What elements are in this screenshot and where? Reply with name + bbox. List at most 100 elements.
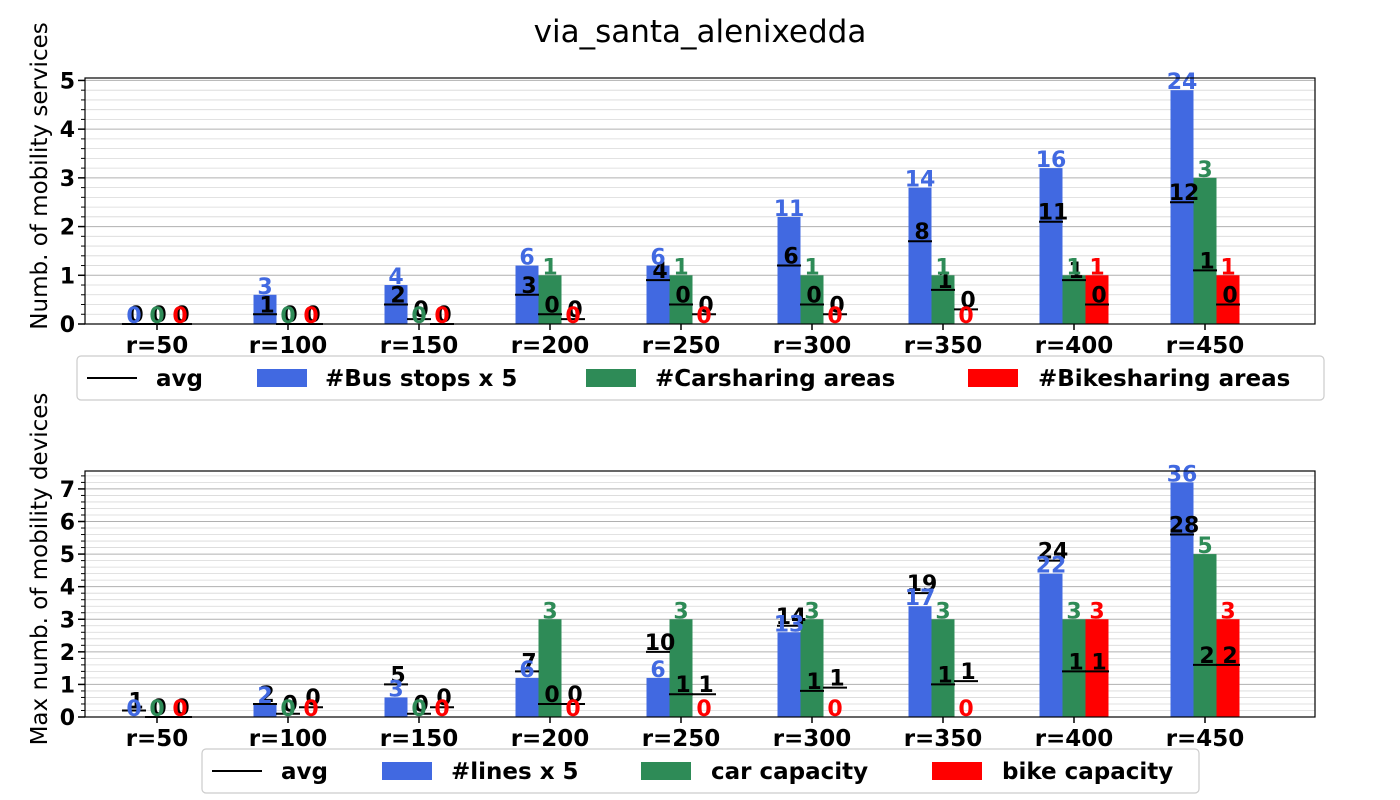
y-tick-label: 0 xyxy=(60,706,75,731)
x-tick-label: r=400 xyxy=(1035,726,1114,752)
avg-label: 24 xyxy=(1038,540,1069,565)
value-label: 3 xyxy=(388,677,403,702)
bar-green xyxy=(931,619,955,717)
bar-blue xyxy=(1170,482,1194,717)
value-label: 0 xyxy=(303,697,318,722)
value-label: 3 xyxy=(542,599,557,624)
bar-red xyxy=(1216,619,1240,717)
value-label: 1 xyxy=(1220,255,1235,280)
avg-label: 1 xyxy=(1068,259,1083,284)
value-label: 0 xyxy=(280,304,295,329)
bar-blue xyxy=(515,677,539,717)
legend-swatch xyxy=(382,762,432,780)
x-tick-label: r=250 xyxy=(642,333,721,359)
bar-green xyxy=(669,275,693,324)
y-axis-label: Numb. of mobility services xyxy=(27,22,53,329)
x-tick-label: r=300 xyxy=(773,333,852,359)
avg-label: 0 xyxy=(282,303,297,328)
y-axis-label: Max numb. of mobility devices xyxy=(27,393,53,746)
x-tick-label: r=150 xyxy=(380,726,459,752)
value-label: 4 xyxy=(388,265,403,290)
value-label: 6 xyxy=(650,658,665,683)
bar-red xyxy=(1085,275,1109,324)
y-tick-label: 3 xyxy=(60,167,75,192)
avg-label: 12 xyxy=(1169,181,1200,206)
value-label: 24 xyxy=(1167,70,1198,95)
avg-label: 6 xyxy=(783,245,798,270)
bar-blue xyxy=(908,606,932,717)
avg-label: 0 xyxy=(544,683,559,708)
bar-green xyxy=(1193,554,1217,717)
chart-title: via_santa_alenixedda xyxy=(534,14,867,50)
value-label: 3 xyxy=(257,275,272,300)
value-label: 0 xyxy=(411,697,426,722)
avg-label: 3 xyxy=(521,274,536,299)
y-tick-label: 2 xyxy=(60,216,75,241)
x-tick-label: r=50 xyxy=(126,726,189,752)
grid xyxy=(85,475,1315,711)
legend-label: #Bikesharing areas xyxy=(1038,366,1290,392)
avg-label: 0 xyxy=(413,693,428,718)
legend-label: avg xyxy=(281,759,328,785)
avg-label: 1 xyxy=(806,670,821,695)
legend-swatch xyxy=(586,369,636,387)
avg-label: 0 xyxy=(806,284,821,309)
bar-blue xyxy=(1170,90,1194,324)
bar-blue xyxy=(1039,168,1063,324)
avg-label: 0 xyxy=(413,298,428,323)
axes-frame xyxy=(84,77,1316,325)
x-tick-label: r=350 xyxy=(904,333,983,359)
avg-label: 1 xyxy=(937,269,952,294)
avg-label: 1 xyxy=(675,673,690,698)
x-tick-label: r=300 xyxy=(773,726,852,752)
avg-label: 10 xyxy=(645,631,676,656)
x-tick-label: r=400 xyxy=(1035,333,1114,359)
y-tick-label: 3 xyxy=(60,608,75,633)
avg-label: 0 xyxy=(567,298,582,323)
value-label: 3 xyxy=(1066,599,1081,624)
value-label: 2 xyxy=(257,684,272,709)
bar-green xyxy=(669,619,693,717)
legend-label: bike capacity xyxy=(1002,759,1173,785)
x-tick-label: r=450 xyxy=(1166,726,1245,752)
avg-label: 7 xyxy=(521,650,536,675)
value-label: 0 xyxy=(696,697,711,722)
bar-green xyxy=(800,619,824,717)
avg-label: 2 xyxy=(1199,644,1214,669)
avg-label: 0 xyxy=(1222,284,1237,309)
legend-box xyxy=(76,355,1325,401)
avg-label: 0 xyxy=(174,303,189,328)
avg-label: 1 xyxy=(1199,249,1214,274)
avg-label: 0 xyxy=(960,288,975,313)
avg-label: 14 xyxy=(776,605,807,630)
value-label: 0 xyxy=(434,304,449,329)
y-tick-label: 2 xyxy=(60,641,75,666)
value-label: 0 xyxy=(958,697,973,722)
legend-swatch xyxy=(932,762,982,780)
value-label: 0 xyxy=(172,697,187,722)
avg-label: 1 xyxy=(698,673,713,698)
value-label: 0 xyxy=(149,697,164,722)
y-tick-label: 5 xyxy=(60,69,75,94)
avg-label: 11 xyxy=(1038,201,1069,226)
legend-label: #Bus stops x 5 xyxy=(325,366,517,392)
avg-label: 0 xyxy=(436,303,451,328)
avg-label: 2 xyxy=(390,284,405,309)
x-tick-label: r=50 xyxy=(126,333,189,359)
x-tick-label: r=200 xyxy=(511,726,590,752)
grid xyxy=(85,79,1315,315)
x-tick-label: r=250 xyxy=(642,726,721,752)
avg-label: 0 xyxy=(305,303,320,328)
avg-label: 1 xyxy=(128,689,143,714)
legend-label: #Carsharing areas xyxy=(655,366,895,392)
avg-label: 1 xyxy=(259,293,274,318)
avg-label: 2 xyxy=(1222,644,1237,669)
value-label: 0 xyxy=(126,304,141,329)
value-label: 17 xyxy=(905,586,936,611)
bar-green xyxy=(538,275,562,324)
value-label: 1 xyxy=(673,255,688,280)
value-label: 1 xyxy=(804,255,819,280)
bar-blue xyxy=(253,703,277,717)
bar-blue xyxy=(1039,573,1063,717)
